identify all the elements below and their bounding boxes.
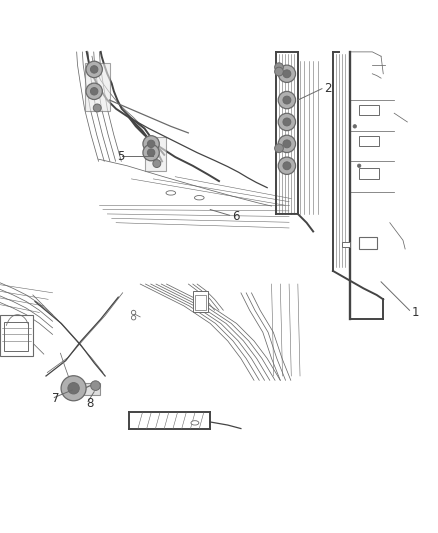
Text: 5: 5 [117, 150, 125, 163]
Circle shape [86, 61, 102, 78]
Text: 7: 7 [52, 392, 59, 405]
FancyBboxPatch shape [85, 63, 110, 111]
Text: 6: 6 [232, 210, 240, 223]
Circle shape [275, 144, 283, 152]
Circle shape [93, 104, 101, 112]
FancyBboxPatch shape [63, 383, 100, 395]
Text: 1: 1 [412, 306, 419, 319]
Text: 8: 8 [86, 397, 93, 410]
FancyBboxPatch shape [4, 322, 28, 351]
Ellipse shape [191, 421, 199, 425]
Ellipse shape [194, 196, 204, 200]
Circle shape [90, 66, 98, 73]
Circle shape [143, 144, 159, 161]
Bar [359, 237, 377, 249]
Circle shape [68, 383, 79, 394]
Circle shape [143, 136, 159, 152]
Circle shape [283, 70, 291, 78]
Bar [195, 295, 206, 310]
Bar [193, 292, 208, 312]
Circle shape [278, 65, 296, 83]
Circle shape [283, 96, 291, 104]
Circle shape [147, 149, 155, 156]
FancyBboxPatch shape [0, 314, 33, 356]
Circle shape [353, 125, 357, 128]
Circle shape [278, 91, 296, 109]
Circle shape [278, 114, 296, 131]
Bar [359, 135, 379, 146]
Bar [359, 105, 379, 115]
Circle shape [275, 67, 283, 76]
Bar [342, 241, 350, 247]
Circle shape [131, 310, 136, 314]
Circle shape [283, 118, 291, 126]
FancyBboxPatch shape [145, 137, 166, 171]
Circle shape [61, 376, 86, 401]
Circle shape [357, 164, 361, 167]
Ellipse shape [166, 191, 176, 195]
Circle shape [275, 63, 283, 71]
Circle shape [90, 87, 98, 95]
Circle shape [283, 162, 291, 169]
Circle shape [147, 140, 155, 148]
Circle shape [86, 83, 102, 100]
Circle shape [283, 140, 291, 148]
Circle shape [91, 381, 100, 391]
Circle shape [131, 316, 136, 320]
Bar [359, 168, 379, 179]
Circle shape [278, 135, 296, 152]
Circle shape [153, 159, 161, 167]
Circle shape [278, 157, 296, 174]
Text: 2: 2 [324, 82, 332, 95]
